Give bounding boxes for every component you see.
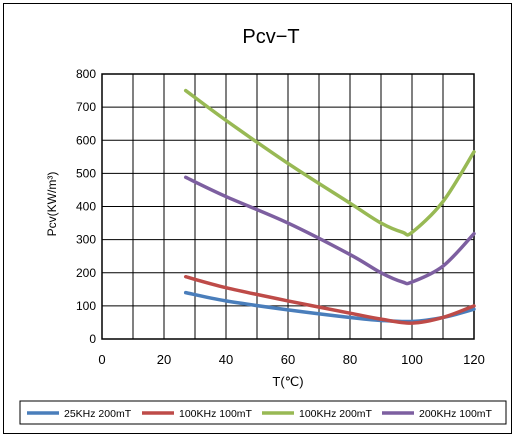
y-tick-label: 400	[76, 200, 96, 214]
series-line-0	[183, 290, 476, 324]
x-tick-label: 80	[343, 352, 357, 367]
x-tick-label: 100	[401, 352, 423, 367]
x-tick-label: 40	[219, 352, 233, 367]
y-tick-label: 800	[76, 67, 96, 81]
plot-area-border	[101, 73, 475, 340]
x-tick-label: 60	[281, 352, 295, 367]
y-tick-label: 0	[89, 332, 96, 346]
series-layer	[183, 88, 476, 325]
legend-label-1: 100KHz 100mT	[179, 408, 253, 420]
legend: 25KHz 200mT 100KHz 100mT 100KHz 200mT 200KH…	[19, 400, 507, 425]
y-tick-label: 100	[76, 299, 96, 313]
x-axis-label: T(℃)	[272, 374, 303, 389]
legend-label-3: 200KHz 100mT	[419, 408, 493, 420]
y-axis-label: Pcv(KW/m³)	[45, 172, 59, 237]
y-tick-label: 500	[76, 166, 96, 180]
tick-labels: 0 100 200 300 400 500 600 700 800 0 20 40 60 80 100 120	[76, 67, 485, 367]
series-line-2	[183, 88, 476, 237]
legend-label-2: 100KHz 200mT	[299, 408, 373, 420]
x-tick-label: 0	[98, 352, 105, 367]
y-tick-label: 600	[76, 133, 96, 147]
legend-label-0: 25KHz 200mT	[64, 408, 132, 420]
x-tick-label: 20	[157, 352, 171, 367]
y-tick-label: 200	[76, 266, 96, 280]
series-line-3	[183, 175, 476, 286]
y-tick-label: 300	[76, 233, 96, 247]
grid	[101, 73, 475, 340]
x-tick-label: 120	[463, 352, 485, 367]
chart-title: Pcv−T	[242, 26, 299, 48]
series-line-1	[183, 274, 476, 325]
y-tick-label: 700	[76, 100, 96, 114]
